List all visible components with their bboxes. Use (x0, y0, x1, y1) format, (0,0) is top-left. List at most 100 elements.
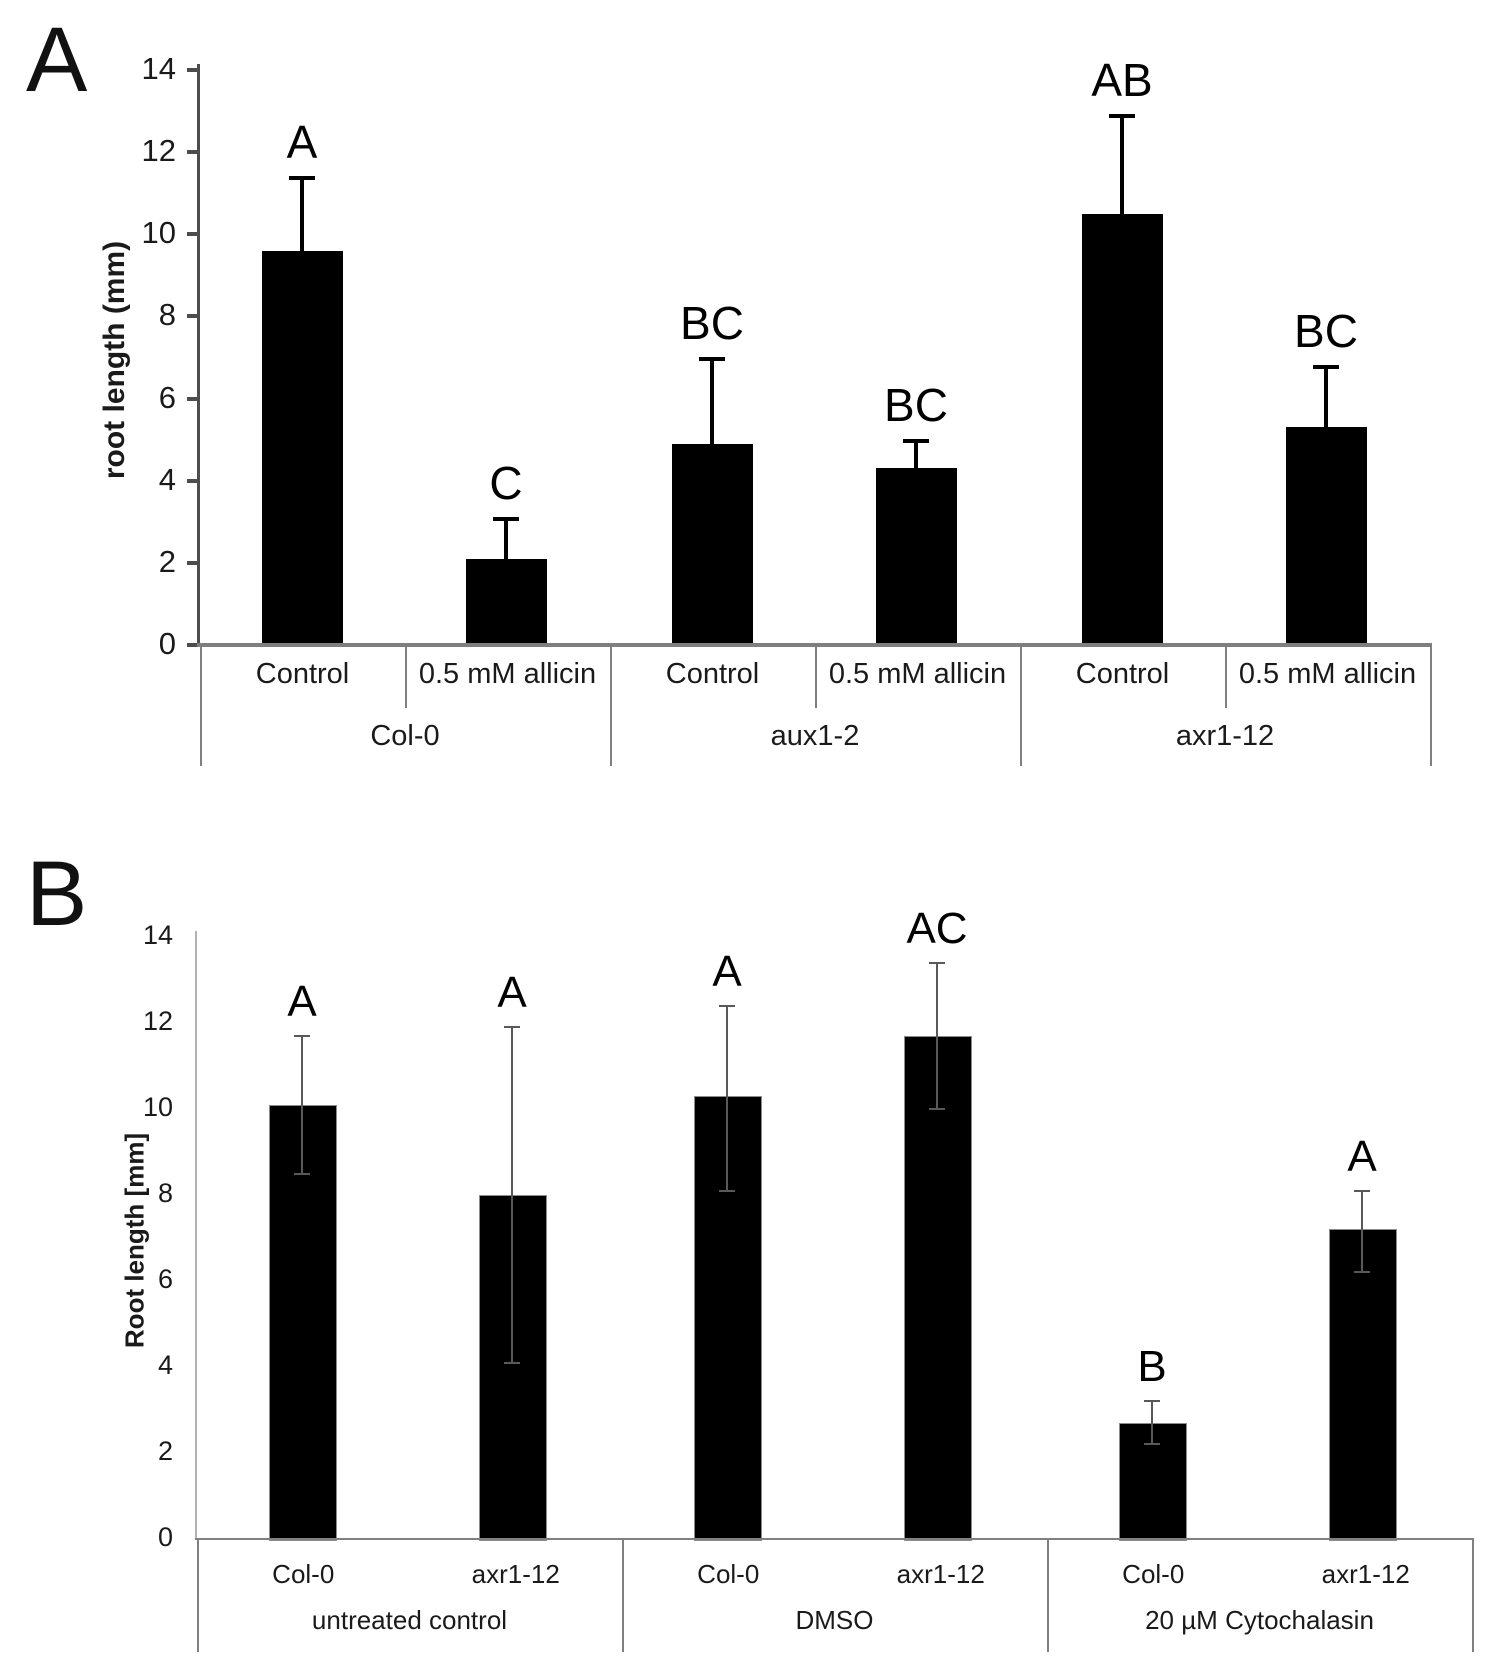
y-tick-label: 14 (141, 50, 176, 86)
group-label: Col-0 (370, 720, 440, 753)
y-tick-label: 4 (158, 461, 176, 497)
y-tick-label: 6 (157, 1264, 173, 1295)
error-bar-cap-bottom (929, 1108, 945, 1110)
y-tick-mark (187, 478, 197, 483)
panel-b-y-axis-title: Root length [mm] (119, 1132, 150, 1349)
error-bar-cap-top (493, 516, 519, 521)
category-label: Col-0 (697, 1558, 760, 1589)
error-bar-cap-top (1354, 1189, 1370, 1192)
error-bar-line (710, 357, 714, 444)
bar (269, 1104, 337, 1541)
bar (261, 250, 343, 645)
error-bar-cap-top (699, 356, 725, 361)
error-bar-cap-bottom (504, 1361, 520, 1364)
treatment-divider (1225, 647, 1227, 708)
category-label: Control (255, 658, 350, 691)
treatment-divider (815, 647, 817, 708)
error-bar-line (914, 439, 918, 469)
category-label: 0.5 mM allicin (1238, 658, 1417, 691)
significance-letter: A (497, 968, 527, 1018)
bar (465, 558, 547, 645)
y-tick-mark (187, 643, 197, 647)
y-tick-label: 8 (157, 1178, 173, 1209)
error-bar-cap-bottom (719, 1189, 735, 1192)
category-label: Col-0 (1122, 1558, 1185, 1589)
error-bar-line (300, 176, 304, 251)
category-divider (197, 1539, 199, 1652)
y-tick-label: 0 (157, 1522, 173, 1553)
panel-a-letter: A (26, 9, 88, 111)
bar (479, 1195, 547, 1541)
error-bar-cap-top (504, 1026, 520, 1029)
y-tick-label: 2 (158, 543, 176, 579)
group-label: 20 µM Cytochalasin (1145, 1604, 1374, 1635)
error-bar-line (1151, 1401, 1153, 1445)
significance-letter: A (712, 946, 742, 996)
y-tick-mark (187, 396, 197, 401)
bar (1119, 1422, 1187, 1541)
category-label: Col-0 (272, 1558, 335, 1589)
significance-letter: A (287, 976, 317, 1026)
y-tick-label: 6 (158, 379, 176, 415)
x-axis-line (195, 1538, 1474, 1540)
error-bar-cap-top (289, 175, 315, 180)
significance-letter: AB (1091, 54, 1153, 107)
category-divider (200, 645, 202, 766)
y-tick-mark (187, 560, 197, 565)
y-axis-line (197, 64, 200, 645)
error-bar-cap-top (719, 1004, 735, 1007)
significance-letter: BC (680, 296, 744, 349)
significance-letter: BC (1294, 304, 1358, 357)
y-tick-label: 10 (141, 215, 176, 251)
bar (1081, 213, 1163, 645)
bar (671, 443, 753, 645)
error-bar-line (1324, 365, 1328, 428)
y-tick-label: 10 (142, 1092, 173, 1123)
y-tick-label: 2 (157, 1436, 173, 1467)
category-label: Control (1075, 658, 1170, 691)
y-tick-label: 4 (157, 1350, 173, 1381)
group-label: axr1-12 (1175, 720, 1275, 753)
error-bar-cap-top (1313, 364, 1339, 369)
y-tick-label: 0 (158, 625, 176, 661)
significance-letter: AC (906, 903, 968, 953)
category-divider (1472, 1539, 1474, 1652)
error-bar-cap-top (1144, 1400, 1160, 1403)
error-bar-cap-top (1109, 114, 1135, 119)
category-divider (1047, 1539, 1049, 1652)
treatment-divider (405, 647, 407, 708)
bar (1329, 1229, 1397, 1541)
error-bar-cap-bottom (1144, 1443, 1160, 1446)
category-label: 0.5 mM allicin (418, 658, 597, 691)
group-label: DMSO (795, 1604, 874, 1635)
category-divider (622, 1539, 624, 1652)
y-axis-line (195, 931, 197, 1539)
bar (875, 468, 957, 645)
category-label: axr1-12 (896, 1558, 985, 1589)
y-tick-label: 12 (141, 133, 176, 169)
significance-letter: A (286, 115, 318, 168)
error-bar-line (1120, 115, 1124, 214)
group-label: aux1-2 (770, 720, 860, 753)
y-tick-mark (187, 232, 197, 237)
group-label: untreated control (311, 1604, 508, 1635)
category-divider (610, 645, 612, 766)
category-label: axr1-12 (1321, 1558, 1410, 1589)
significance-letter: B (1137, 1342, 1167, 1392)
significance-letter: C (489, 456, 523, 509)
error-bar-line (936, 962, 938, 1109)
error-bar-line (726, 1005, 728, 1191)
y-tick-label: 8 (158, 297, 176, 333)
error-bar-cap-bottom (1354, 1271, 1370, 1274)
y-tick-mark (187, 68, 197, 73)
y-tick-mark (187, 314, 197, 319)
panel-a-y-axis-title: root length (mm) (98, 240, 131, 480)
error-bar-line (301, 1035, 303, 1174)
y-tick-label: 12 (142, 1006, 173, 1037)
category-label: 0.5 mM allicin (828, 658, 1007, 691)
error-bar-line (504, 517, 508, 559)
category-divider (1020, 645, 1022, 766)
category-label: axr1-12 (471, 1558, 560, 1589)
error-bar-cap-top (929, 961, 945, 964)
